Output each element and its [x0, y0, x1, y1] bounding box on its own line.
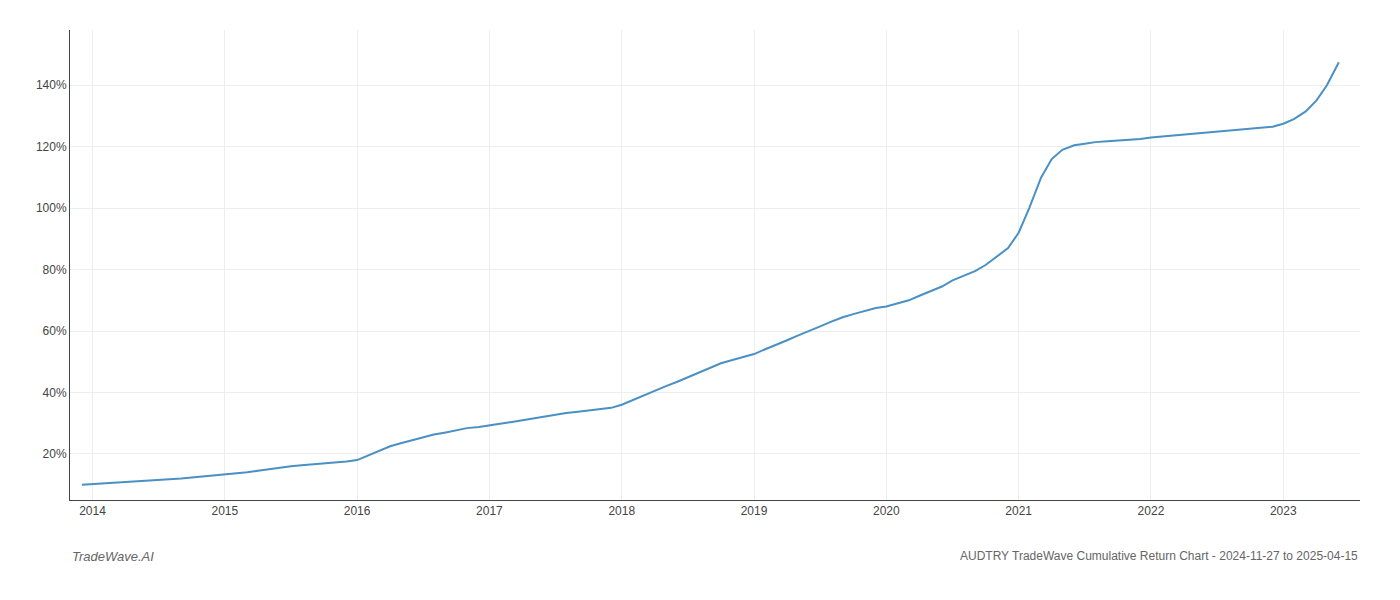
svg-text:2017: 2017 [476, 504, 503, 518]
svg-text:2019: 2019 [741, 504, 768, 518]
svg-text:80%: 80% [43, 263, 67, 277]
svg-text:2020: 2020 [873, 504, 900, 518]
svg-text:TradeWave.AI: TradeWave.AI [72, 549, 154, 564]
svg-text:2021: 2021 [1005, 504, 1032, 518]
svg-text:60%: 60% [43, 324, 67, 338]
svg-text:120%: 120% [36, 140, 67, 154]
svg-text:AUDTRY TradeWave Cumulative Re: AUDTRY TradeWave Cumulative Return Chart… [960, 549, 1358, 563]
svg-text:2018: 2018 [608, 504, 635, 518]
svg-text:2015: 2015 [211, 504, 238, 518]
svg-text:100%: 100% [36, 201, 67, 215]
svg-text:140%: 140% [36, 78, 67, 92]
svg-text:2016: 2016 [344, 504, 371, 518]
svg-text:2023: 2023 [1270, 504, 1297, 518]
svg-text:40%: 40% [43, 386, 67, 400]
svg-text:2014: 2014 [79, 504, 106, 518]
svg-text:2022: 2022 [1138, 504, 1165, 518]
svg-text:20%: 20% [43, 447, 67, 461]
